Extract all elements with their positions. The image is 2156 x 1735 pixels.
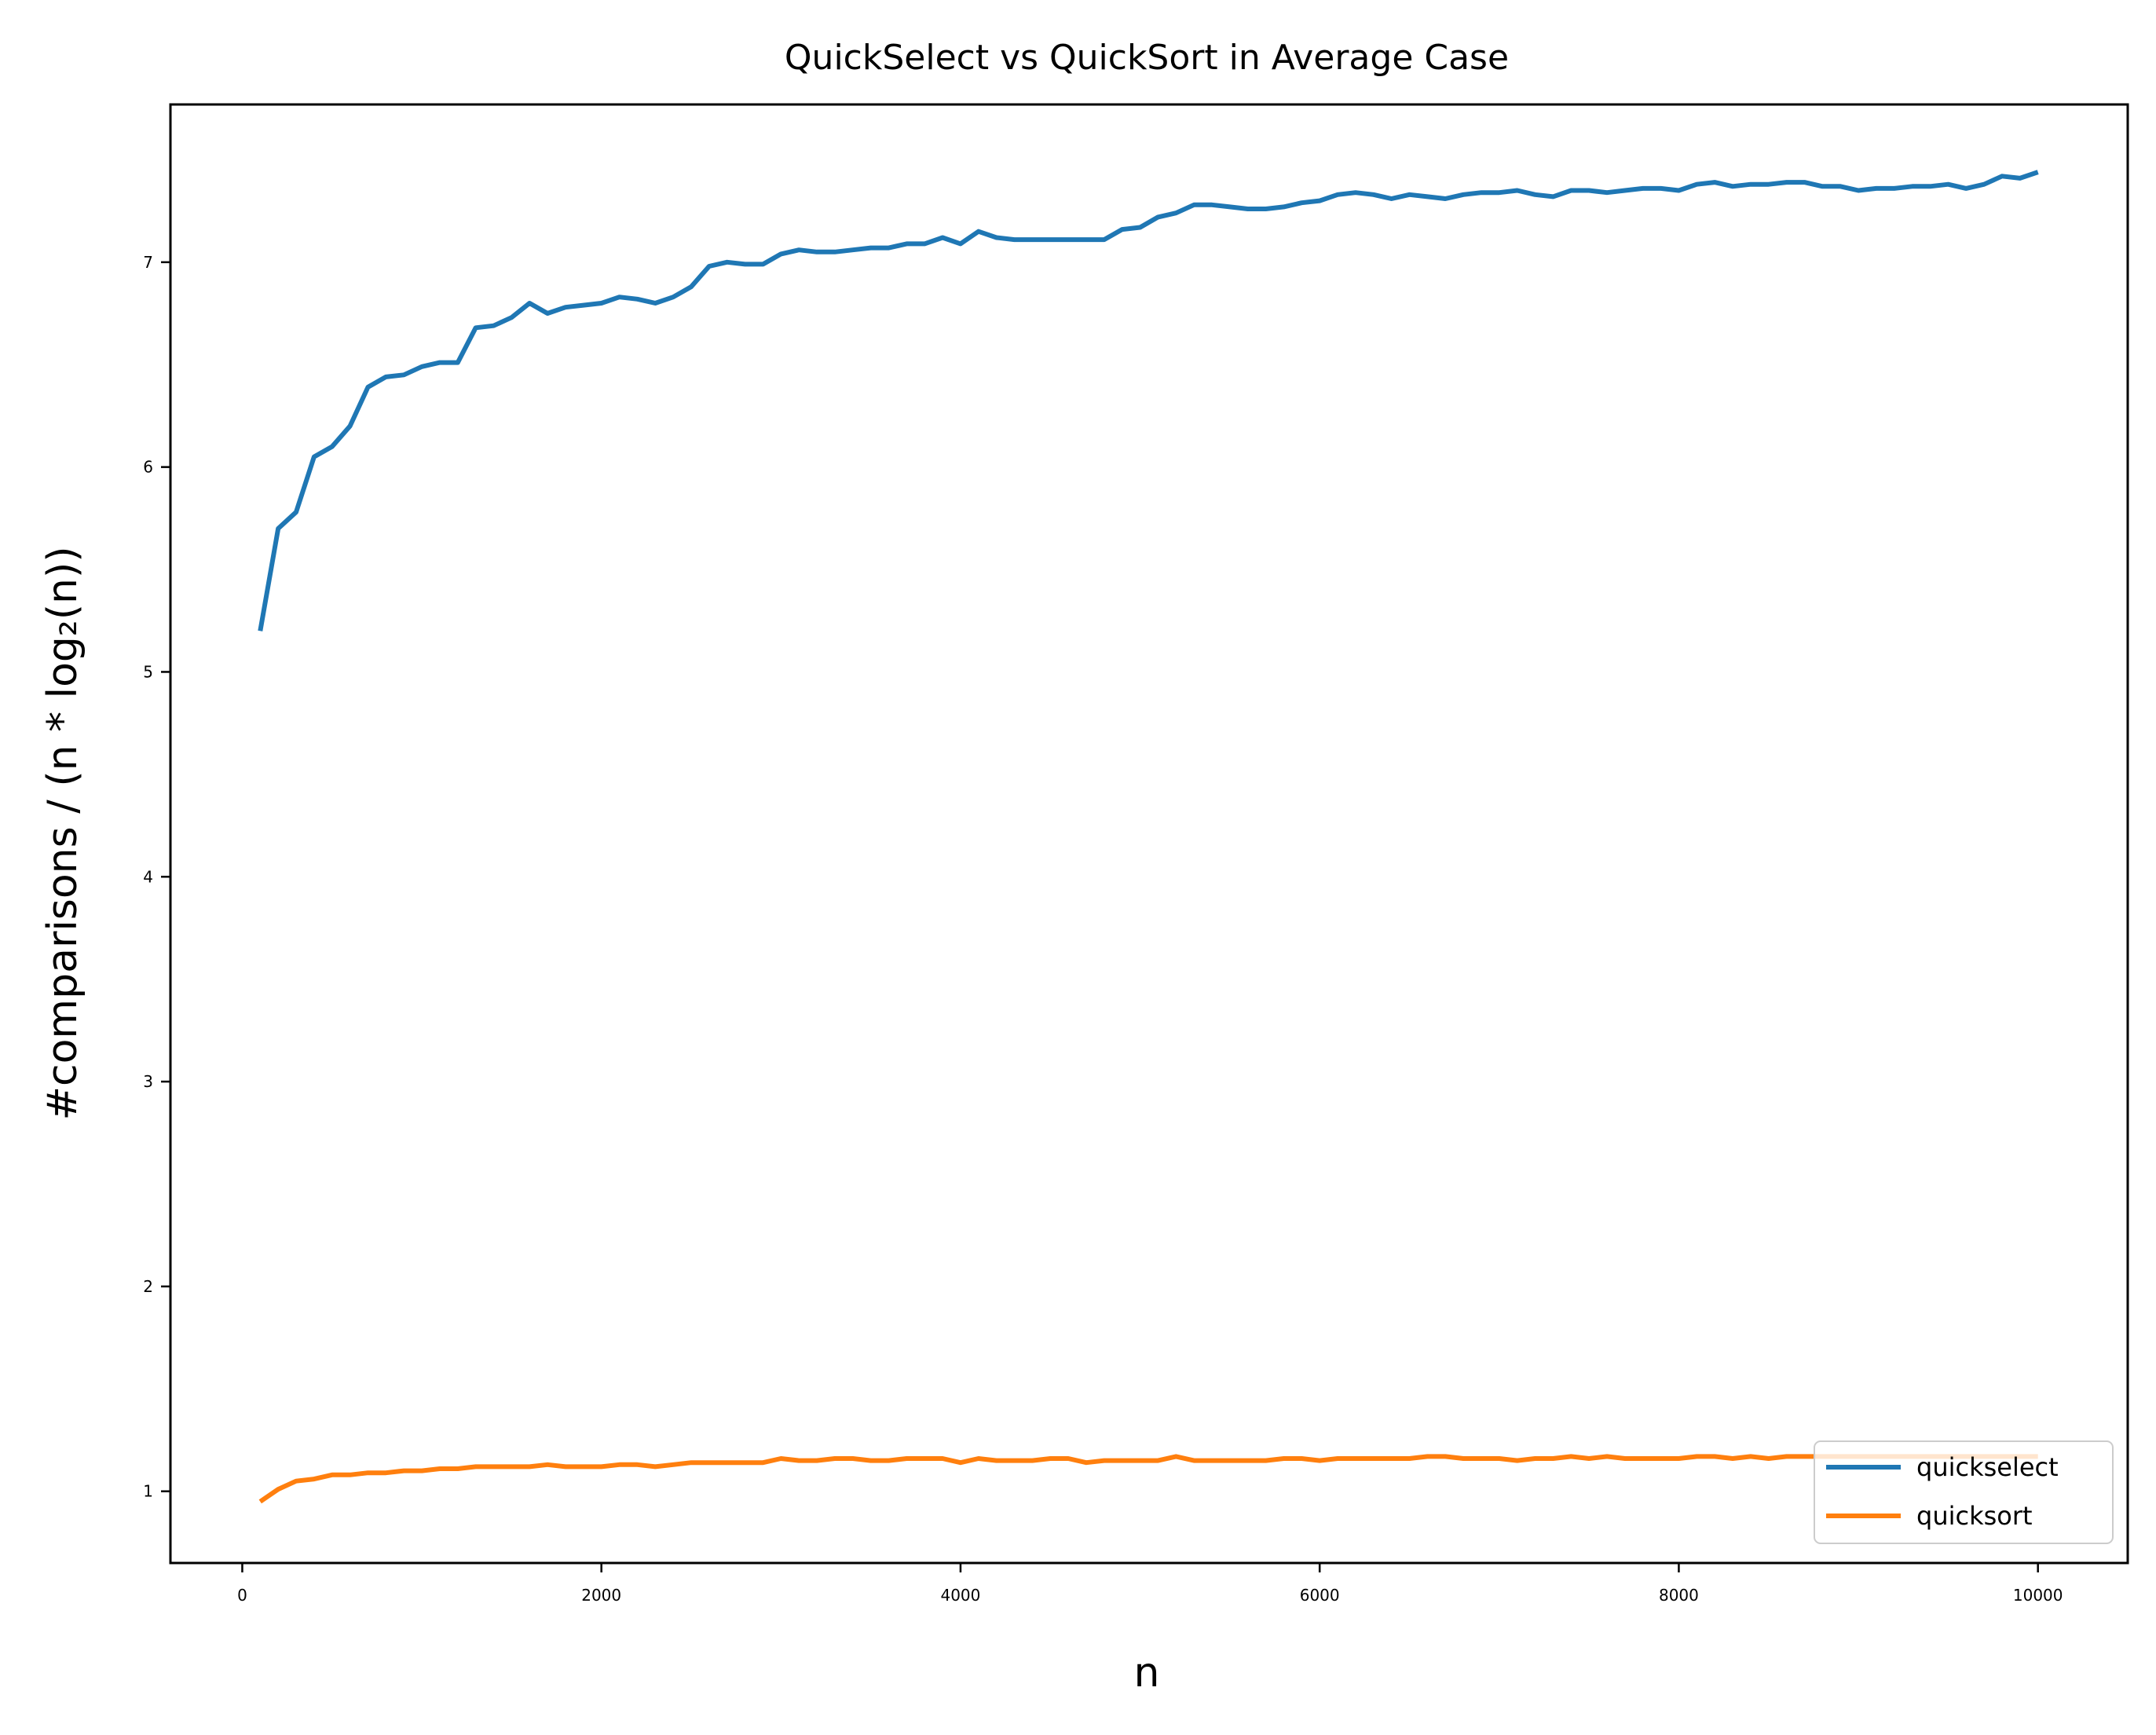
y-tick-label: 4 [143,867,153,886]
x-tick-label: 4000 [940,1586,980,1605]
y-tick-label: 2 [143,1277,153,1296]
legend: quickselect quicksort [1814,1440,2114,1544]
y-tick-label: 1 [143,1482,153,1501]
x-tick-label: 6000 [1300,1586,1340,1605]
legend-label-quickselect: quickselect [1916,1452,2059,1482]
legend-label-quicksort: quicksort [1916,1501,2033,1531]
x-axis-title: n [1134,1649,1160,1697]
plot-area [169,103,2129,1565]
y-axis-title: #comparisons / (n * log₂(n)) [39,546,86,1120]
x-tick-label: 0 [237,1586,247,1605]
x-tick-label: 8000 [1659,1586,1699,1605]
x-tick-label: 10000 [2013,1586,2063,1605]
chart-title: QuickSelect vs QuickSort in Average Case [785,38,1509,78]
series-line-quicksort [258,1454,2038,1504]
y-tick-label: 3 [143,1072,153,1091]
y-tick-label: 6 [143,458,153,477]
y-tick-label: 5 [143,662,153,681]
x-tick-label: 2000 [581,1586,621,1605]
series-line-quickselect [258,170,2039,631]
series-group [258,170,2039,1504]
plot-frame [169,103,2129,1565]
y-tick-label: 7 [143,253,153,272]
x-axis: 0 2000 4000 6000 8000 10000 [237,1563,2063,1605]
legend-entries: quickselect quicksort [1826,1452,2059,1531]
y-axis: 1 2 3 4 5 6 7 [143,253,170,1501]
